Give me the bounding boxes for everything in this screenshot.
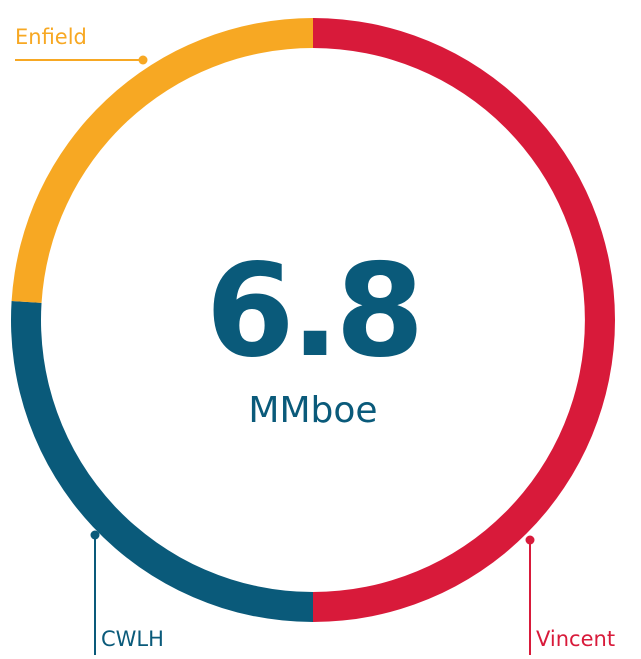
leader-dot (138, 55, 148, 65)
donut-segment (313, 18, 615, 622)
leader-dot (525, 535, 535, 545)
leader-dot (90, 530, 100, 540)
center-value: 6.8 (206, 237, 421, 386)
segment-label: Enfield (15, 25, 87, 49)
center-label: MMboe (248, 390, 377, 431)
donut-segment (10, 301, 313, 622)
segment-label: CWLH (101, 627, 164, 651)
donut-segment (11, 18, 314, 303)
segment-label: Vincent (536, 627, 615, 651)
